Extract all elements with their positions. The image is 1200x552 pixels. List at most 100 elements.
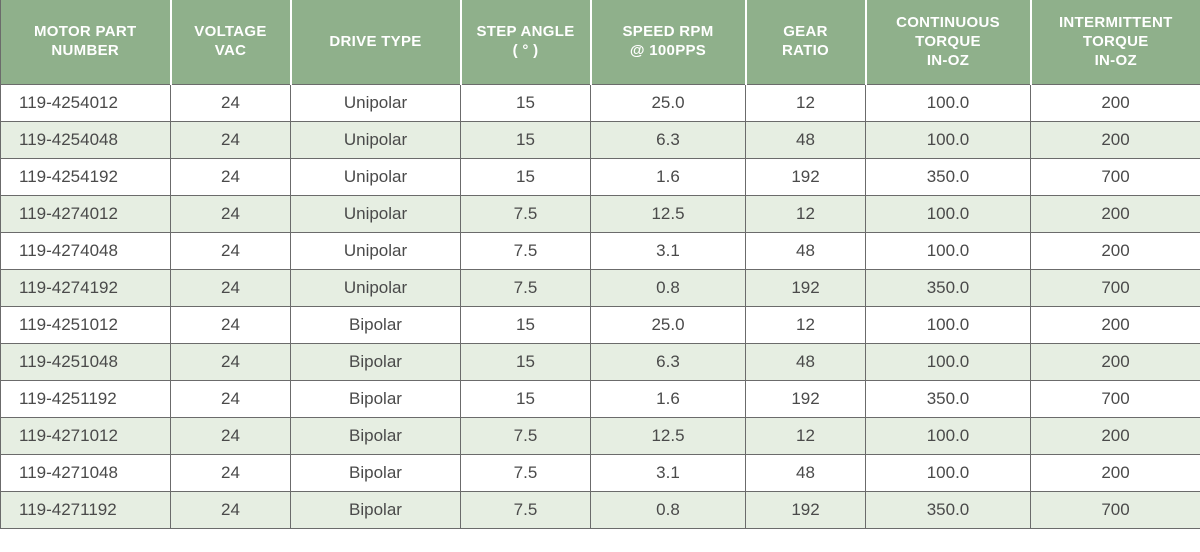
col-header-4: SPEED RPM@ 100PPS	[591, 0, 746, 85]
table-row: 119-427419224Unipolar7.50.8192350.0700	[1, 270, 1200, 307]
cell-c5: 48	[746, 455, 866, 492]
cell-c5: 192	[746, 159, 866, 196]
cell-c6: 350.0	[866, 270, 1031, 307]
cell-c2: Bipolar	[291, 418, 461, 455]
col-header-line: RATIO	[782, 42, 829, 59]
table-row: 119-427101224Bipolar7.512.512100.0200	[1, 418, 1200, 455]
cell-c7: 200	[1031, 455, 1200, 492]
col-header-line: VOLTAGE	[194, 23, 266, 40]
col-header-3: STEP ANGLE ( ° )	[461, 0, 591, 85]
cell-c1: 24	[171, 270, 291, 307]
table-row: 119-427104824Bipolar7.53.148100.0200	[1, 455, 1200, 492]
cell-c2: Unipolar	[291, 196, 461, 233]
cell-c5: 48	[746, 344, 866, 381]
col-header-7: INTERMITTENT TORQUE IN-OZ	[1031, 0, 1200, 85]
col-header-line: TORQUE	[1083, 33, 1149, 50]
cell-c1: 24	[171, 307, 291, 344]
cell-c0: 119-4274048	[1, 233, 171, 270]
cell-c4: 1.6	[591, 159, 746, 196]
cell-c5: 12	[746, 85, 866, 122]
cell-c4: 3.1	[591, 455, 746, 492]
cell-c2: Unipolar	[291, 85, 461, 122]
cell-c3: 15	[461, 122, 591, 159]
cell-c3: 7.5	[461, 233, 591, 270]
cell-c2: Unipolar	[291, 159, 461, 196]
cell-c7: 700	[1031, 492, 1200, 529]
table-row: 119-427119224Bipolar7.50.8192350.0700	[1, 492, 1200, 529]
cell-c7: 700	[1031, 270, 1200, 307]
cell-c0: 119-4271048	[1, 455, 171, 492]
table-row: 119-425404824Unipolar156.348100.0200	[1, 122, 1200, 159]
cell-c0: 119-4254048	[1, 122, 171, 159]
cell-c1: 24	[171, 196, 291, 233]
cell-c1: 24	[171, 344, 291, 381]
col-header-line: NUMBER	[51, 42, 119, 59]
col-header-line: VAC	[215, 42, 246, 59]
cell-c5: 12	[746, 418, 866, 455]
col-header-line: GEAR	[783, 23, 828, 40]
table-header-row: MOTOR PARTNUMBERVOLTAGEVACDRIVE TYPESTEP…	[1, 0, 1200, 85]
cell-c3: 15	[461, 159, 591, 196]
col-header-line: DRIVE TYPE	[329, 33, 421, 50]
cell-c4: 0.8	[591, 270, 746, 307]
cell-c3: 7.5	[461, 196, 591, 233]
col-header-line: STEP ANGLE	[476, 23, 574, 40]
cell-c7: 200	[1031, 233, 1200, 270]
col-header-line: IN-OZ	[1095, 52, 1137, 69]
col-header-1: VOLTAGE VAC	[171, 0, 291, 85]
col-header-6: CONTINUOUSTORQUEIN-OZ	[866, 0, 1031, 85]
cell-c0: 119-4251048	[1, 344, 171, 381]
col-header-5: GEAR RATIO	[746, 0, 866, 85]
cell-c4: 12.5	[591, 418, 746, 455]
cell-c6: 100.0	[866, 122, 1031, 159]
table-row: 119-425419224Unipolar151.6192350.0700	[1, 159, 1200, 196]
cell-c2: Unipolar	[291, 122, 461, 159]
cell-c0: 119-4271192	[1, 492, 171, 529]
cell-c5: 48	[746, 233, 866, 270]
col-header-line: CONTINUOUS	[896, 14, 1000, 31]
cell-c4: 1.6	[591, 381, 746, 418]
cell-c4: 12.5	[591, 196, 746, 233]
cell-c1: 24	[171, 381, 291, 418]
col-header-line: INTERMITTENT	[1059, 14, 1173, 31]
cell-c7: 700	[1031, 159, 1200, 196]
cell-c2: Bipolar	[291, 381, 461, 418]
cell-c0: 119-4254012	[1, 85, 171, 122]
cell-c6: 100.0	[866, 418, 1031, 455]
cell-c0: 119-4254192	[1, 159, 171, 196]
motor-spec-table: MOTOR PARTNUMBERVOLTAGEVACDRIVE TYPESTEP…	[0, 0, 1200, 529]
cell-c0: 119-4271012	[1, 418, 171, 455]
cell-c4: 6.3	[591, 122, 746, 159]
table-row: 119-427404824Unipolar7.53.148100.0200	[1, 233, 1200, 270]
cell-c7: 200	[1031, 196, 1200, 233]
table-row: 119-427401224Unipolar7.512.512100.0200	[1, 196, 1200, 233]
cell-c6: 100.0	[866, 344, 1031, 381]
cell-c6: 350.0	[866, 492, 1031, 529]
col-header-line: ( ° )	[513, 42, 539, 59]
cell-c7: 200	[1031, 344, 1200, 381]
col-header-line: SPEED RPM	[622, 23, 713, 40]
cell-c0: 119-4274012	[1, 196, 171, 233]
col-header-line: TORQUE	[915, 33, 981, 50]
cell-c2: Unipolar	[291, 233, 461, 270]
cell-c7: 200	[1031, 85, 1200, 122]
cell-c2: Bipolar	[291, 455, 461, 492]
cell-c7: 200	[1031, 418, 1200, 455]
cell-c5: 48	[746, 122, 866, 159]
cell-c6: 100.0	[866, 85, 1031, 122]
cell-c3: 7.5	[461, 418, 591, 455]
cell-c1: 24	[171, 233, 291, 270]
cell-c5: 192	[746, 270, 866, 307]
cell-c5: 192	[746, 492, 866, 529]
cell-c4: 3.1	[591, 233, 746, 270]
cell-c1: 24	[171, 159, 291, 196]
cell-c7: 700	[1031, 381, 1200, 418]
cell-c4: 25.0	[591, 307, 746, 344]
cell-c1: 24	[171, 85, 291, 122]
cell-c1: 24	[171, 492, 291, 529]
cell-c7: 200	[1031, 307, 1200, 344]
cell-c0: 119-4251192	[1, 381, 171, 418]
cell-c1: 24	[171, 122, 291, 159]
cell-c2: Bipolar	[291, 307, 461, 344]
cell-c4: 0.8	[591, 492, 746, 529]
